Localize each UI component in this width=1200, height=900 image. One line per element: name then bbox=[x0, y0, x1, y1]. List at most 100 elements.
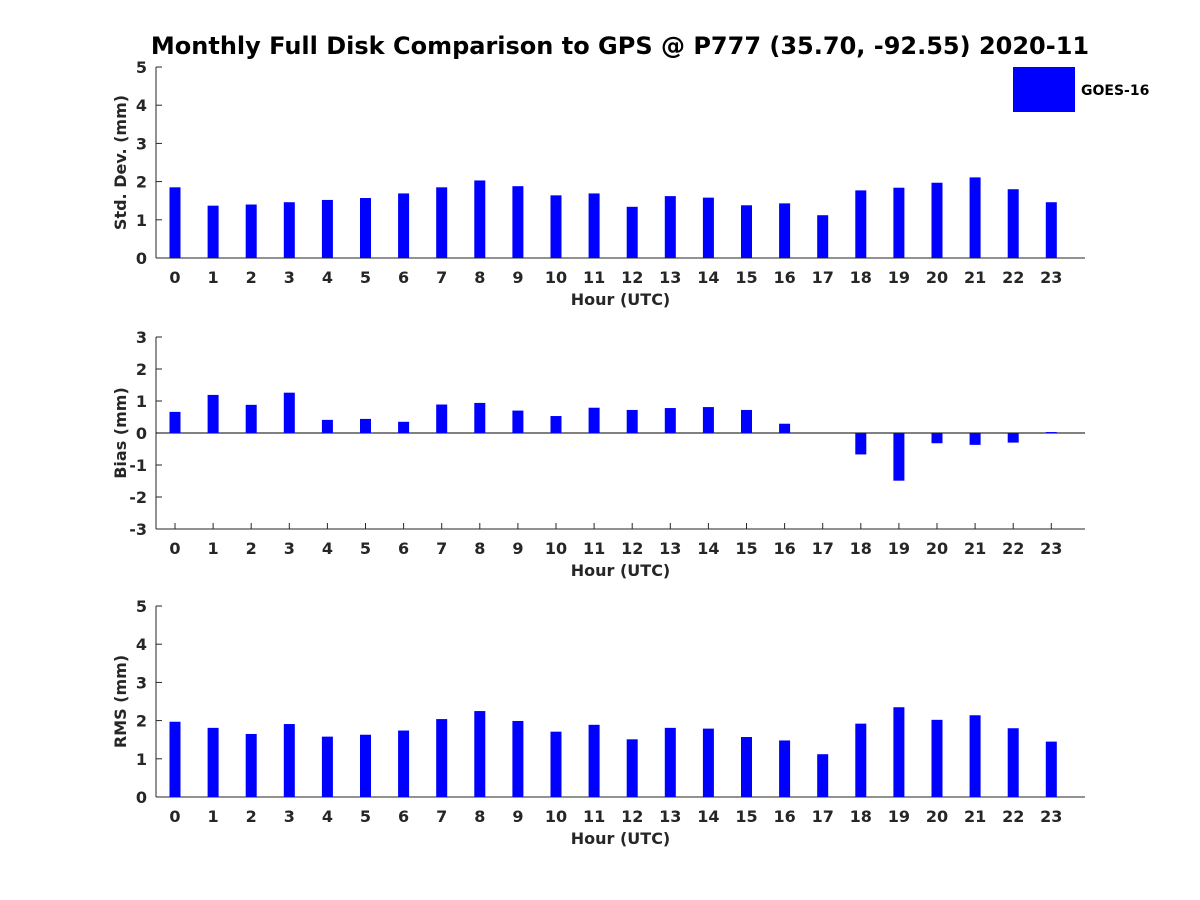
chart-1-bar-hour-6-goes-16 bbox=[398, 193, 410, 258]
chart-title: Monthly Full Disk Comparison to GPS @ P7… bbox=[151, 32, 1089, 60]
chart-3-bar-hour-9-goes-16 bbox=[512, 720, 524, 797]
chart-3-x-tick-label: 22 bbox=[1002, 807, 1024, 826]
chart-2-bar-hour-14-goes-16 bbox=[702, 407, 714, 433]
chart-3-bar-hour-14-goes-16 bbox=[702, 728, 714, 797]
chart-2-x-tick-label: 11 bbox=[583, 539, 605, 558]
chart-3-x-tick-label: 5 bbox=[360, 807, 371, 826]
chart-3-x-tick-label: 20 bbox=[926, 807, 948, 826]
chart-3-x-tick-label: 13 bbox=[659, 807, 681, 826]
chart-3-x-tick-label: 7 bbox=[436, 807, 447, 826]
chart-3-y-tick-label: 3 bbox=[136, 673, 147, 692]
chart-1-y-tick-label: 0 bbox=[136, 249, 147, 268]
chart-2-bar-hour-19-goes-16 bbox=[893, 433, 905, 481]
legend: GOES-16 bbox=[1013, 67, 1149, 112]
chart-2-x-tick-label: 17 bbox=[812, 539, 834, 558]
chart-2-bar-hour-6-goes-16 bbox=[398, 421, 410, 433]
chart-1-bar-hour-10-goes-16 bbox=[550, 195, 562, 258]
legend-swatch bbox=[1013, 67, 1075, 112]
chart-3-x-tick-label: 18 bbox=[850, 807, 872, 826]
chart-3-bar-hour-10-goes-16 bbox=[550, 731, 562, 797]
chart-3-bar-hour-15-goes-16 bbox=[741, 737, 752, 797]
chart-3-bar-hour-20-goes-16 bbox=[931, 719, 943, 797]
chart-3-bar-hour-1-goes-16 bbox=[207, 727, 219, 797]
chart-2-bar-hour-21-goes-16 bbox=[969, 433, 981, 445]
chart-3-bar-hour-23-goes-16 bbox=[1045, 741, 1057, 797]
chart-3-x-tick-label: 23 bbox=[1040, 807, 1062, 826]
chart-3-bar-hour-5-goes-16 bbox=[360, 734, 371, 797]
chart-3-bar-hour-16-goes-16 bbox=[779, 740, 791, 797]
chart-1-x-tick-label: 3 bbox=[284, 268, 295, 287]
chart-2-x-tick-label: 23 bbox=[1040, 539, 1062, 558]
chart-2-x-tick-label: 2 bbox=[246, 539, 257, 558]
chart-1-x-tick-label: 10 bbox=[545, 268, 567, 287]
chart-2-x-tick-label: 12 bbox=[621, 539, 643, 558]
chart-1-x-tick-label: 19 bbox=[888, 268, 910, 287]
chart-2-x-tick-label: 14 bbox=[697, 539, 719, 558]
chart-2-bar-hour-16-goes-16 bbox=[779, 423, 791, 433]
chart-1-bar-hour-5-goes-16 bbox=[360, 198, 371, 258]
chart-2-x-tick-label: 1 bbox=[208, 539, 219, 558]
chart-3-bar-hour-19-goes-16 bbox=[893, 707, 905, 797]
chart-3-x-tick-label: 15 bbox=[735, 807, 757, 826]
chart-3-x-tick-label: 2 bbox=[246, 807, 257, 826]
chart-2-x-tick-label: 15 bbox=[735, 539, 757, 558]
chart-1-x-tick-label: 16 bbox=[773, 268, 795, 287]
chart-1-bar-hour-13-goes-16 bbox=[664, 196, 676, 258]
chart-3-bar-hour-11-goes-16 bbox=[588, 724, 600, 797]
chart-3-x-tick-label: 12 bbox=[621, 807, 643, 826]
chart-3-x-tick-label: 6 bbox=[398, 807, 409, 826]
chart-1-x-axis-label: Hour (UTC) bbox=[571, 290, 671, 309]
chart-3-x-axis-label: Hour (UTC) bbox=[571, 829, 671, 848]
chart-2-x-tick-label: 19 bbox=[888, 539, 910, 558]
chart-2-bar-hour-13-goes-16 bbox=[664, 408, 676, 433]
chart-1-x-tick-label: 11 bbox=[583, 268, 605, 287]
chart-1-bar-hour-4-goes-16 bbox=[321, 199, 333, 258]
chart-2-bar-hour-7-goes-16 bbox=[436, 404, 448, 433]
chart-2-x-tick-label: 22 bbox=[1002, 539, 1024, 558]
chart-3-x-tick-label: 10 bbox=[545, 807, 567, 826]
chart-3-bar-hour-22-goes-16 bbox=[1007, 728, 1019, 797]
chart-2-x-tick-label: 18 bbox=[850, 539, 872, 558]
chart-2-x-tick-label: 21 bbox=[964, 539, 986, 558]
chart-2-y-tick-label: -2 bbox=[129, 488, 147, 507]
chart-3-bar-hour-7-goes-16 bbox=[436, 719, 448, 797]
chart-1-y-axis-label: Std. Dev. (mm) bbox=[111, 95, 130, 230]
chart-1-x-tick-label: 2 bbox=[246, 268, 257, 287]
chart-2-bar-hour-18-goes-16 bbox=[855, 433, 867, 455]
chart-1-bar-hour-22-goes-16 bbox=[1007, 189, 1019, 258]
chart-3-bar-hour-21-goes-16 bbox=[969, 715, 981, 797]
chart-2-bar-hour-0-goes-16 bbox=[169, 411, 181, 433]
chart-1-bar-hour-3-goes-16 bbox=[283, 202, 295, 258]
chart-2-y-tick-label: 0 bbox=[136, 424, 147, 443]
chart-2-bar-hour-11-goes-16 bbox=[588, 407, 600, 433]
chart-1-bar-hour-19-goes-16 bbox=[893, 187, 905, 258]
chart-2-bar-hour-9-goes-16 bbox=[512, 410, 524, 433]
chart-2-y-tick-label: 1 bbox=[136, 392, 147, 411]
chart-1-x-tick-label: 1 bbox=[208, 268, 219, 287]
chart-1-x-tick-label: 14 bbox=[697, 268, 719, 287]
chart-2-y-axis-label: Bias (mm) bbox=[111, 387, 130, 479]
chart-3-y-tick-label: 5 bbox=[136, 597, 147, 616]
chart-3-bar-hour-4-goes-16 bbox=[321, 736, 333, 797]
chart-2-x-tick-label: 7 bbox=[436, 539, 447, 558]
chart-1-bar-hour-1-goes-16 bbox=[207, 205, 219, 258]
chart-1-bar-hour-20-goes-16 bbox=[931, 182, 943, 258]
chart-2-bar-hour-4-goes-16 bbox=[321, 419, 333, 433]
chart-3-bar-hour-0-goes-16 bbox=[169, 721, 181, 797]
chart-1-x-tick-label: 5 bbox=[360, 268, 371, 287]
chart-3-bar-hour-18-goes-16 bbox=[855, 723, 867, 797]
chart-2-y-tick-label: 2 bbox=[136, 360, 147, 379]
chart-3-x-tick-label: 11 bbox=[583, 807, 605, 826]
chart-1-bar-hour-14-goes-16 bbox=[702, 197, 714, 258]
chart-2-x-tick-label: 0 bbox=[169, 539, 180, 558]
chart-2-x-tick-label: 16 bbox=[773, 539, 795, 558]
chart-2-y-tick-label: 3 bbox=[136, 328, 147, 347]
chart-3-x-tick-label: 3 bbox=[284, 807, 295, 826]
chart-1-bar-hour-7-goes-16 bbox=[436, 187, 448, 258]
chart-3-x-tick-label: 19 bbox=[888, 807, 910, 826]
chart-1-x-tick-label: 6 bbox=[398, 268, 409, 287]
chart-2-x-tick-label: 13 bbox=[659, 539, 681, 558]
chart-3-y-axis-label: RMS (mm) bbox=[111, 655, 130, 748]
chart-2-x-tick-label: 9 bbox=[512, 539, 523, 558]
